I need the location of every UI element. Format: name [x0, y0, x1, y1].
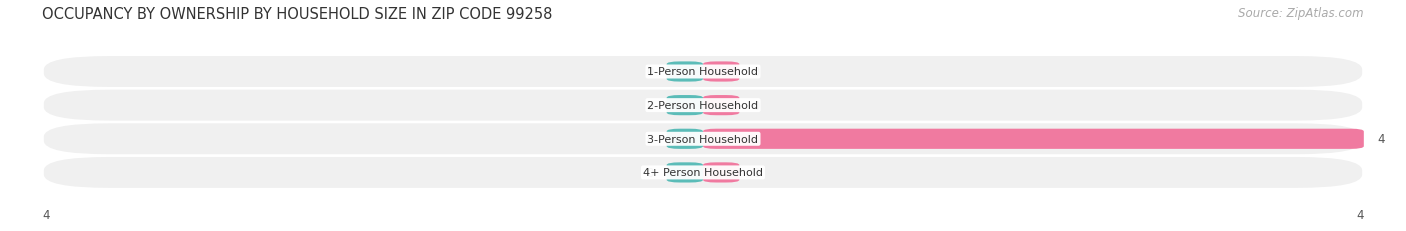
- Text: 0: 0: [752, 66, 759, 79]
- Text: Source: ZipAtlas.com: Source: ZipAtlas.com: [1239, 7, 1364, 20]
- Text: 4: 4: [1376, 133, 1385, 146]
- Text: 4: 4: [42, 208, 49, 221]
- Text: 4+ Person Household: 4+ Person Household: [643, 168, 763, 178]
- Text: 0: 0: [647, 99, 654, 112]
- FancyBboxPatch shape: [666, 129, 703, 149]
- FancyBboxPatch shape: [666, 62, 703, 82]
- Text: 3-Person Household: 3-Person Household: [648, 134, 758, 144]
- FancyBboxPatch shape: [666, 96, 703, 116]
- Text: 2-Person Household: 2-Person Household: [647, 101, 759, 111]
- Text: 4: 4: [1357, 208, 1364, 221]
- FancyBboxPatch shape: [703, 163, 740, 183]
- FancyBboxPatch shape: [703, 129, 1364, 149]
- FancyBboxPatch shape: [44, 57, 1362, 88]
- FancyBboxPatch shape: [44, 90, 1362, 121]
- FancyBboxPatch shape: [703, 96, 740, 116]
- Text: 0: 0: [647, 133, 654, 146]
- Text: 1-Person Household: 1-Person Household: [648, 67, 758, 77]
- FancyBboxPatch shape: [703, 62, 740, 82]
- FancyBboxPatch shape: [44, 157, 1362, 188]
- Text: OCCUPANCY BY OWNERSHIP BY HOUSEHOLD SIZE IN ZIP CODE 99258: OCCUPANCY BY OWNERSHIP BY HOUSEHOLD SIZE…: [42, 7, 553, 22]
- FancyBboxPatch shape: [666, 163, 703, 183]
- Text: 0: 0: [647, 66, 654, 79]
- Text: 0: 0: [647, 166, 654, 179]
- FancyBboxPatch shape: [44, 124, 1362, 155]
- Text: 0: 0: [752, 166, 759, 179]
- Text: 0: 0: [752, 99, 759, 112]
